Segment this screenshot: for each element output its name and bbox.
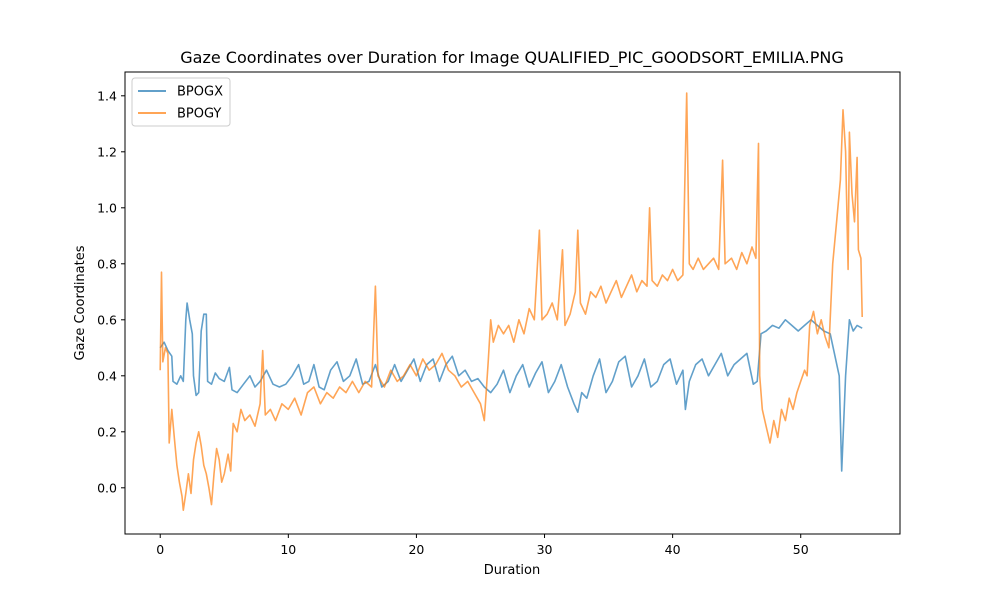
- legend-label-bpogx: BPOGX: [177, 85, 223, 100]
- y-tick-label: 1.4: [97, 88, 117, 103]
- y-tick-label: 0.2: [97, 424, 117, 439]
- y-tick-label: 0.4: [97, 368, 117, 383]
- x-tick-label: 10: [280, 542, 296, 557]
- y-tick-label: 0.6: [97, 312, 117, 327]
- legend: BPOGX BPOGY: [131, 77, 231, 127]
- y-tick-label: 0.8: [97, 256, 117, 271]
- y-axis: 0.0 0.2 0.4 0.6 0.8 1.0 1.2 1.4: [97, 88, 125, 495]
- x-tick-label: 20: [408, 542, 424, 557]
- y-axis-label: Gaze Coordinates: [73, 245, 88, 360]
- x-axis-label: Duration: [484, 563, 540, 578]
- y-tick-label: 1.2: [97, 144, 117, 159]
- x-tick-label: 40: [665, 542, 681, 557]
- plot-frame: [124, 71, 901, 535]
- x-tick-label: 50: [793, 542, 809, 557]
- y-tick-label: 0.0: [97, 480, 117, 495]
- series-line-bpogy: [159, 92, 863, 512]
- y-tick-label: 1.0: [97, 200, 117, 215]
- chart-title: Gaze Coordinates over Duration for Image…: [180, 48, 843, 68]
- x-tick-label: 0: [156, 542, 164, 557]
- legend-label-bpogy: BPOGY: [177, 107, 221, 122]
- series-layer: [159, 92, 863, 512]
- x-axis: 0 10 20 30 40 50: [156, 534, 809, 557]
- x-tick-label: 30: [537, 542, 553, 557]
- series-line-bpogx: [159, 302, 863, 472]
